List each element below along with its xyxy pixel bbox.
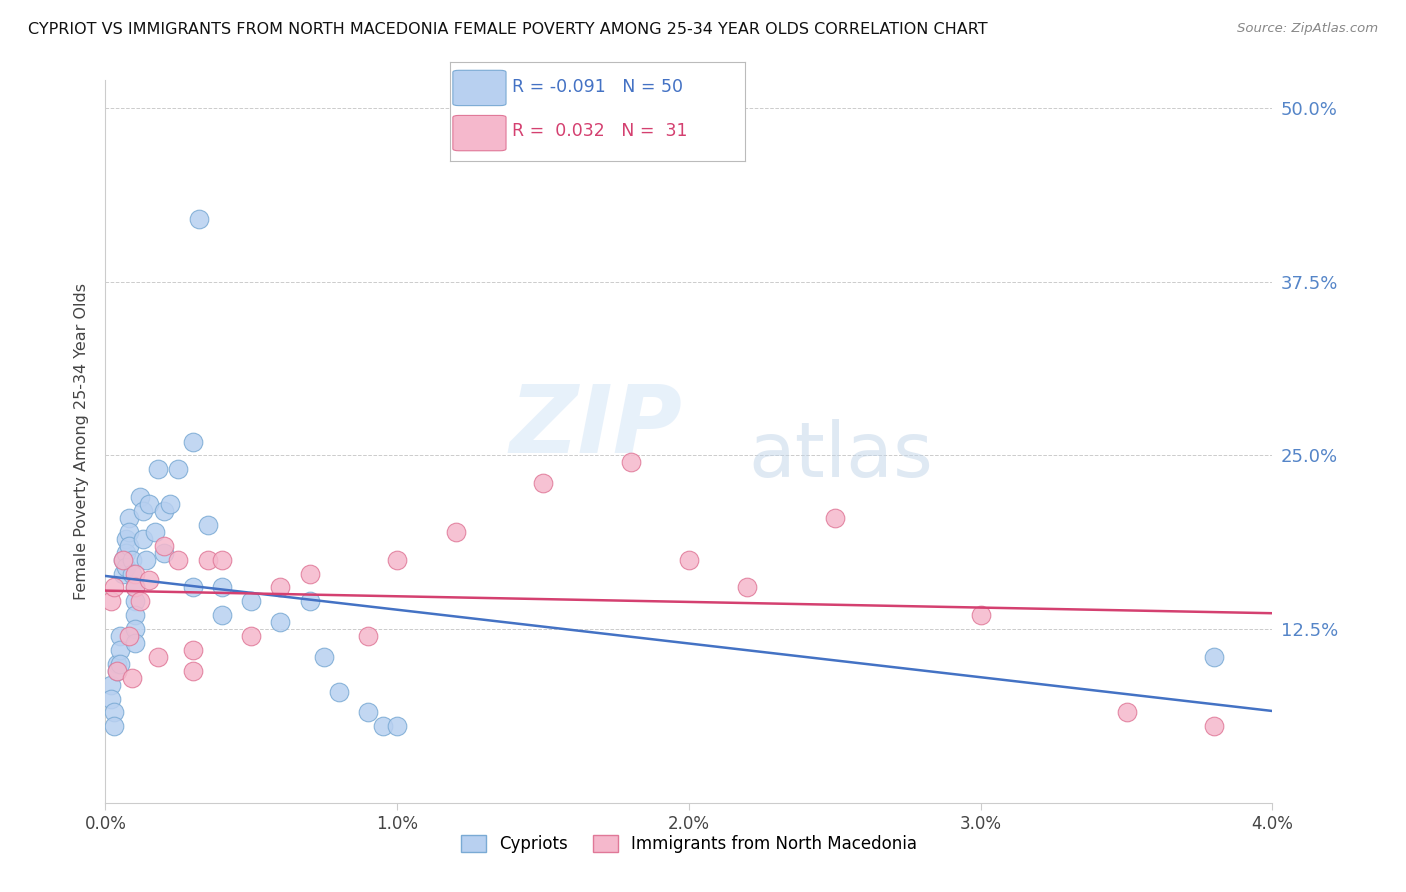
Point: [146, 462, 169, 476]
Point: [124, 636, 146, 650]
Y-axis label: Female Poverty Among 25-34 Year Olds: Female Poverty Among 25-34 Year Olds: [75, 283, 90, 600]
Point: [105, 657, 128, 671]
Point: [129, 490, 152, 504]
Point: [240, 594, 263, 608]
Point: [121, 552, 143, 566]
Point: [132, 532, 155, 546]
Point: [197, 552, 219, 566]
Point: [357, 706, 380, 720]
Text: CYPRIOT VS IMMIGRANTS FROM NORTH MACEDONIA FEMALE POVERTY AMONG 25-34 YEAR OLDS : CYPRIOT VS IMMIGRANTS FROM NORTH MACEDON…: [28, 22, 988, 37]
Point: [371, 719, 394, 733]
Point: [298, 566, 321, 581]
Point: [103, 719, 125, 733]
Point: [678, 552, 700, 566]
Point: [181, 434, 204, 449]
Text: atlas: atlas: [748, 419, 934, 493]
FancyBboxPatch shape: [453, 115, 506, 151]
Point: [115, 559, 138, 574]
Point: [100, 594, 122, 608]
Point: [970, 608, 993, 623]
Point: [124, 608, 146, 623]
Point: [100, 691, 122, 706]
Point: [135, 552, 157, 566]
Point: [124, 581, 146, 595]
Point: [270, 581, 292, 595]
Point: [118, 511, 141, 525]
Point: [824, 511, 846, 525]
Point: [132, 504, 155, 518]
Text: R = -0.091   N = 50: R = -0.091 N = 50: [512, 78, 683, 96]
Text: Source: ZipAtlas.com: Source: ZipAtlas.com: [1237, 22, 1378, 36]
Point: [619, 455, 641, 469]
Point: [187, 212, 209, 227]
Point: [314, 649, 336, 664]
Point: [167, 552, 190, 566]
Point: [138, 497, 160, 511]
Point: [385, 552, 409, 566]
Point: [111, 552, 134, 566]
Point: [105, 664, 128, 678]
Point: [1204, 649, 1226, 664]
Point: [328, 684, 350, 698]
Point: [211, 608, 233, 623]
Point: [143, 524, 166, 539]
Point: [121, 566, 143, 581]
Point: [240, 629, 263, 643]
Point: [153, 539, 174, 553]
Point: [270, 615, 292, 630]
Point: [103, 581, 125, 595]
Legend: Cypriots, Immigrants from North Macedonia: Cypriots, Immigrants from North Macedoni…: [454, 828, 924, 860]
Point: [124, 622, 146, 636]
Point: [181, 643, 204, 657]
Point: [153, 546, 174, 560]
Point: [211, 552, 233, 566]
Point: [124, 581, 146, 595]
Point: [108, 629, 131, 643]
Point: [100, 678, 122, 692]
Point: [211, 581, 233, 595]
Point: [737, 581, 759, 595]
Point: [111, 566, 134, 581]
Point: [167, 462, 190, 476]
Point: [159, 497, 181, 511]
Point: [115, 532, 138, 546]
Point: [181, 664, 204, 678]
Point: [298, 594, 321, 608]
Point: [153, 504, 174, 518]
Point: [105, 664, 128, 678]
Point: [103, 706, 125, 720]
Point: [1115, 706, 1137, 720]
Point: [124, 566, 146, 581]
Point: [111, 552, 134, 566]
Point: [138, 574, 160, 588]
Point: [531, 476, 554, 491]
Point: [118, 539, 141, 553]
Point: [118, 629, 141, 643]
Point: [197, 517, 219, 532]
Text: R =  0.032   N =  31: R = 0.032 N = 31: [512, 122, 688, 140]
Point: [118, 524, 141, 539]
Point: [121, 671, 143, 685]
Point: [115, 546, 138, 560]
Point: [124, 594, 146, 608]
Point: [108, 643, 131, 657]
Point: [146, 649, 169, 664]
FancyBboxPatch shape: [453, 70, 506, 105]
Point: [357, 629, 380, 643]
Point: [385, 719, 409, 733]
Point: [129, 594, 152, 608]
Point: [444, 524, 467, 539]
Point: [181, 581, 204, 595]
Text: ZIP: ZIP: [509, 381, 682, 473]
Point: [1204, 719, 1226, 733]
Point: [108, 657, 131, 671]
